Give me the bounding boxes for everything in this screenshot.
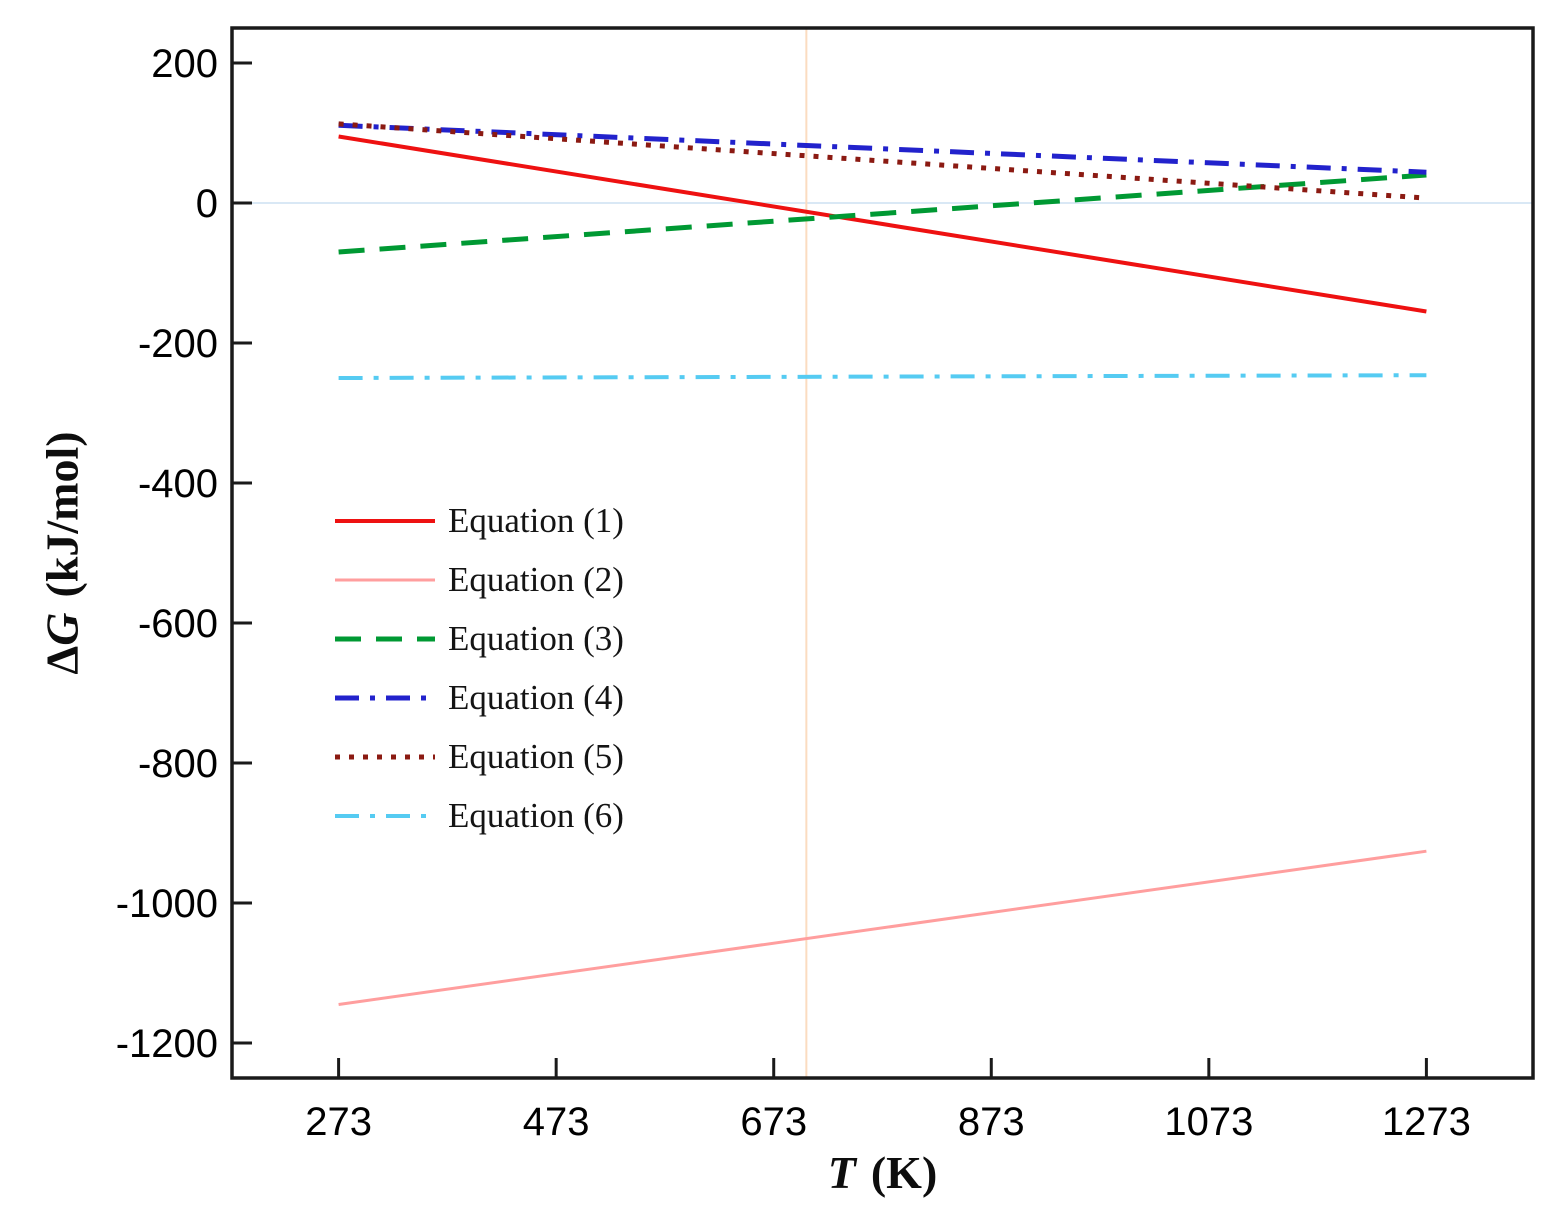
x-tick-label: 1273	[1382, 1100, 1471, 1144]
legend-item-equation-1: Equation (1)	[333, 491, 624, 550]
series-line-equation-4	[338, 122, 1427, 175]
y-tick-label: -800	[138, 742, 218, 786]
y-tick-label: -600	[138, 602, 218, 646]
legend-item-equation-4: Equation (4)	[333, 668, 624, 727]
y-tick-label: -1000	[116, 882, 218, 926]
legend-label: Equation (5)	[448, 736, 624, 776]
legend-label: Equation (1)	[448, 500, 624, 540]
x-tick-label: 273	[305, 1100, 372, 1144]
x-axis-symbol: T	[827, 1147, 856, 1198]
series-line-equation-3	[338, 172, 1427, 255]
legend-swatch-line-6	[335, 813, 435, 818]
legend: Equation (1) Equation (2) Equation (3) E…	[333, 491, 624, 845]
x-axis-unit: (K)	[870, 1147, 938, 1198]
legend-item-equation-2: Equation (2)	[333, 550, 624, 609]
series-line-equation-6	[338, 373, 1427, 380]
legend-label: Equation (6)	[448, 795, 624, 835]
x-tick-label: 1073	[1164, 1100, 1253, 1144]
legend-item-equation-3: Equation (3)	[333, 609, 624, 668]
y-tick-label: 200	[151, 42, 218, 86]
x-tick-label: 473	[523, 1100, 590, 1144]
legend-item-equation-6: Equation (6)	[333, 786, 624, 845]
legend-swatch-line-2	[335, 578, 435, 581]
legend-label: Equation (3)	[448, 618, 624, 658]
legend-swatch-line-3	[335, 636, 435, 641]
legend-swatch-line-4	[335, 695, 435, 700]
legend-swatch-line-5	[335, 754, 435, 759]
series-line-equation-2	[338, 849, 1427, 1006]
plot-border	[230, 26, 1535, 1080]
y-axis-delta-symbol: Δ	[36, 645, 88, 675]
y-tick-label: 0	[196, 182, 218, 226]
legend-swatch-line-1	[335, 518, 435, 523]
y-tick-label: -200	[138, 322, 218, 366]
y-axis-symbol: G	[36, 612, 88, 646]
legend-label: Equation (2)	[448, 559, 624, 599]
x-tick-label: 673	[740, 1100, 807, 1144]
legend-label: Equation (4)	[448, 677, 624, 717]
y-axis-unit: (kJ/mol)	[36, 431, 88, 598]
y-axis-label: ΔG (kJ/mol)	[36, 431, 89, 674]
y-tick-label: -1200	[116, 1022, 218, 1066]
legend-item-equation-5: Equation (5)	[333, 727, 624, 786]
series-line-equation-1	[338, 134, 1427, 314]
x-tick-label: 873	[958, 1100, 1025, 1144]
x-axis-label: T (K)	[232, 1146, 1533, 1199]
y-tick-label: -400	[138, 462, 218, 506]
